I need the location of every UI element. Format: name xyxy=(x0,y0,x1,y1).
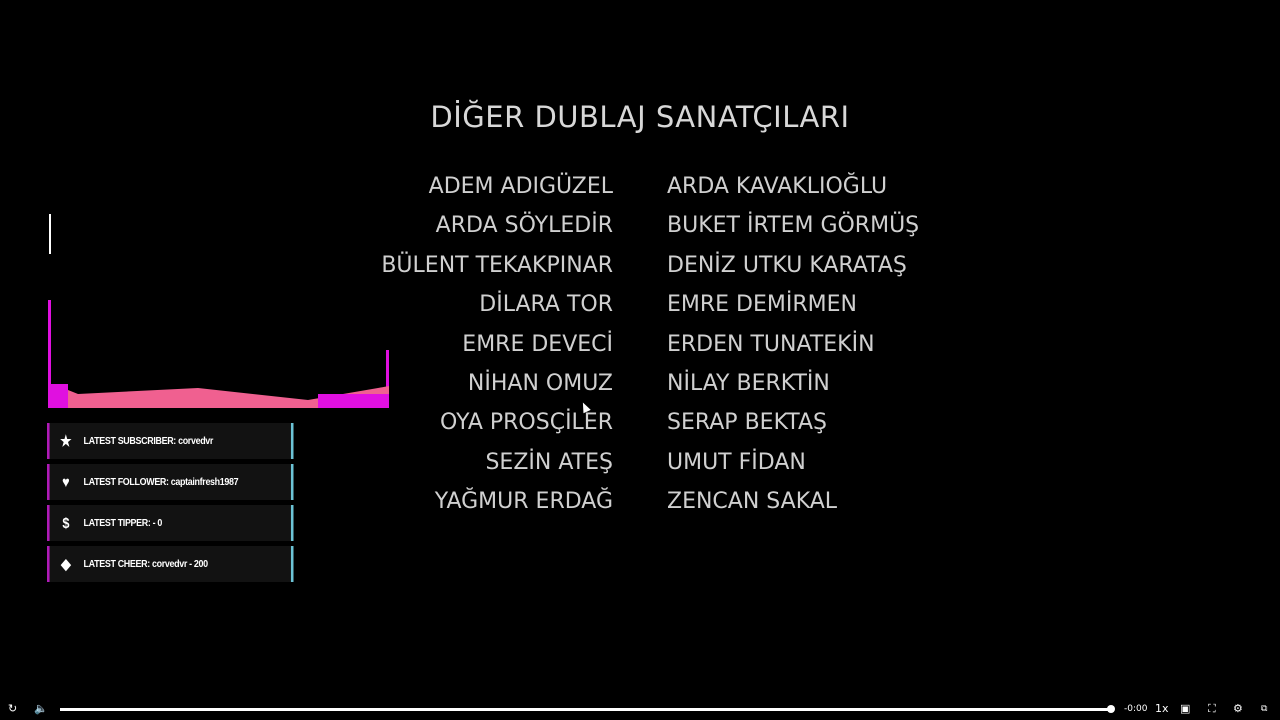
fullscreen-icon[interactable]: ⛶ xyxy=(1208,702,1216,715)
credit-name: NİHAN OMUZ xyxy=(467,370,613,396)
settings-gear-icon[interactable]: ⚙ xyxy=(1233,702,1243,715)
latest-subscriber-panel: ★ LATEST SUBSCRIBER: corvedvr xyxy=(47,423,294,459)
latest-tipper-panel: $ LATEST TIPPER: - 0 xyxy=(47,505,294,541)
credit-name: ARDA SÖYLEDİR xyxy=(435,213,613,239)
dollar-icon: $ xyxy=(62,514,70,532)
heart-icon: ♥ xyxy=(62,473,70,491)
credits-title: DİĞER DUBLAJ SANATÇILARI xyxy=(430,100,850,134)
latest-cheer-panel: ◆ LATEST CHEER: corvedvr - 200 xyxy=(47,546,294,582)
star-icon: ★ xyxy=(60,433,72,450)
credit-name: NİLAY BERKTİN xyxy=(667,370,830,396)
progress-handle[interactable] xyxy=(1107,705,1115,713)
audio-wave-visualizer xyxy=(48,300,389,408)
credit-name: SEZİN ATEŞ xyxy=(485,449,613,475)
credit-name: BUKET İRTEM GÖRMÜŞ xyxy=(667,213,920,239)
panel-text: LATEST TIPPER: - 0 xyxy=(83,517,163,529)
wave-left-edge xyxy=(48,300,51,408)
wave-right-edge xyxy=(386,350,389,408)
volume-icon[interactable]: 🔈 xyxy=(34,702,48,715)
time-display: -0:00 xyxy=(1124,704,1148,714)
credit-name: ZENCAN SAKAL xyxy=(667,489,838,515)
speed-button[interactable]: 1x xyxy=(1155,702,1169,715)
panel-text: LATEST CHEER: corvedvr - 200 xyxy=(83,558,209,570)
credit-name: EMRE DEVECİ xyxy=(462,331,613,357)
credit-name: UMUT FİDAN xyxy=(667,449,806,475)
wave-left-segment xyxy=(48,384,68,408)
replay-icon[interactable]: ↻ xyxy=(8,702,18,715)
cast-icon[interactable]: ⧉ xyxy=(1261,704,1268,714)
credit-name: BÜLENT TEKAKPINAR xyxy=(381,252,613,278)
credit-name: DENİZ UTKU KARATAŞ xyxy=(667,252,907,278)
credit-name: ADEM ADIGÜZEL xyxy=(428,174,613,199)
player-controls: ↻ 🔈 -0:00 1x ▣ ⛶ ⚙ ⧉ xyxy=(0,698,1280,720)
credit-name: SERAP BEKTAŞ xyxy=(667,410,828,436)
credit-name: ERDEN TUNATEKİN xyxy=(667,331,875,357)
credit-name: EMRE DEMİRMEN xyxy=(667,292,857,318)
credits-left-column: ADEM ADIGÜZEL ARDA SÖYLEDİR BÜLENT TEKAK… xyxy=(381,172,613,527)
credit-name: DİLARA TOR xyxy=(479,292,613,318)
credit-name: YAĞMUR ERDAĞ xyxy=(434,489,613,515)
panel-text: LATEST FOLLOWER: captainfresh1987 xyxy=(83,476,239,488)
credit-name: OYA PROSÇİLER xyxy=(439,410,613,436)
progress-bar[interactable] xyxy=(60,708,1110,711)
overlay-glitch-mark xyxy=(49,214,51,254)
panel-text: LATEST SUBSCRIBER: corvedvr xyxy=(83,435,214,447)
wave-right-segment xyxy=(318,394,389,408)
credits-right-column: ARDA KAVAKLIOĞLU BUKET İRTEM GÖRMÜŞ DENİ… xyxy=(667,172,919,527)
diamond-icon: ◆ xyxy=(60,556,71,573)
credit-name: ARDA KAVAKLIOĞLU xyxy=(667,174,888,199)
pip-icon[interactable]: ▣ xyxy=(1180,702,1191,715)
wave-fill xyxy=(48,384,389,408)
latest-follower-panel: ♥ LATEST FOLLOWER: captainfresh1987 xyxy=(47,464,294,500)
